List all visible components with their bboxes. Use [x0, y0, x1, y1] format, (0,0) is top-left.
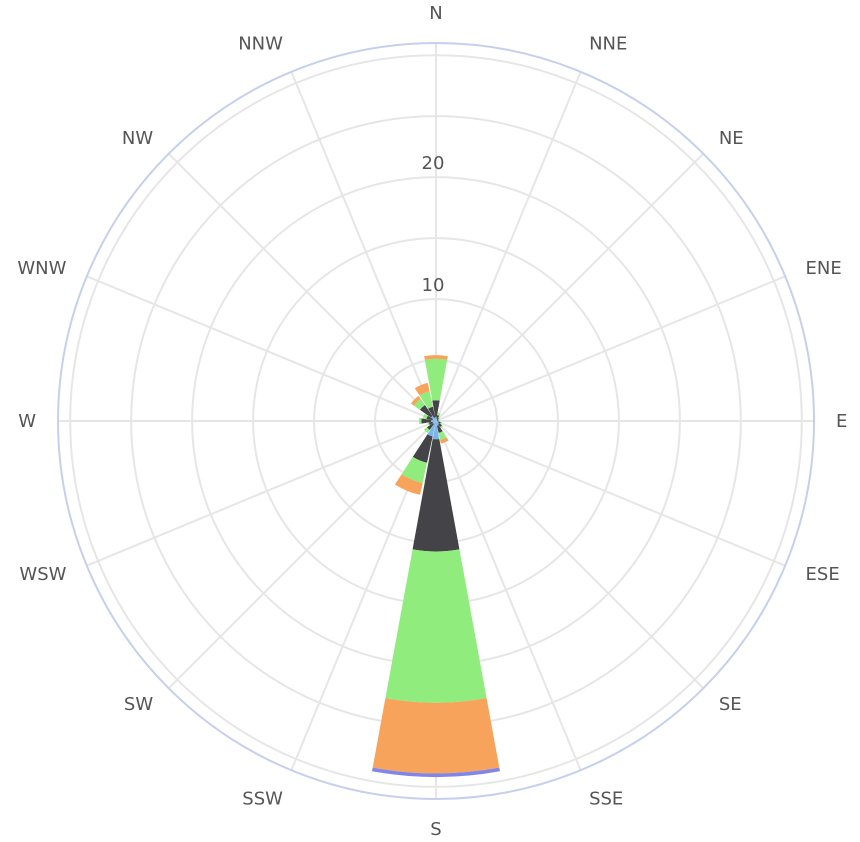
bar-segment-wnw-s1 — [432, 419, 436, 421]
bar-segment-nne-s2 — [436, 415, 440, 419]
bar-segment-w-s2 — [421, 418, 432, 424]
bar-segment-ene-s1 — [436, 420, 438, 421]
bar-segment-sw-s1 — [432, 421, 436, 425]
bar-segment-n-s4 — [424, 355, 448, 360]
direction-label-s: S — [430, 819, 441, 840]
bar-segment-w-s3 — [418, 417, 422, 425]
bar-segment-nnw-s3 — [419, 391, 433, 409]
bar-segment-nw-s4 — [410, 395, 421, 406]
bar-segment-wnw-s3 — [422, 413, 428, 419]
bar-segment-ese-s3 — [440, 422, 442, 425]
direction-label-ese: ESE — [806, 564, 840, 585]
bar-segment-wsw-s3 — [427, 422, 430, 426]
direction-label-nw: NW — [122, 128, 153, 149]
direction-label-nne: NNE — [589, 33, 627, 54]
bar-segment-ene-s3 — [438, 419, 440, 421]
radial-tick-labels: 10 20 — [422, 153, 445, 296]
direction-labels: N NNE NE ENE E ESE SE SSE S SSW SW WSW W WNW NW NNW — [17, 3, 847, 840]
grid-spoke — [435, 420, 704, 689]
grid-spoke — [290, 71, 437, 422]
bar-segment-wsw-s2 — [428, 421, 433, 425]
direction-label-sse: SSE — [589, 789, 623, 810]
bar-segment-e-s3 — [438, 420, 440, 422]
outer-ring — [57, 42, 815, 800]
grid-spoke — [168, 153, 437, 422]
bar-segment-nw-s1 — [430, 415, 436, 421]
grid-spoke — [435, 153, 704, 422]
direction-label-se: SE — [719, 694, 742, 715]
grid-spoke — [168, 420, 437, 689]
bar-segment-sse-s1 — [436, 421, 439, 426]
direction-label-w: W — [18, 411, 36, 432]
bar-segment-s-s1 — [432, 421, 440, 440]
bar-segment-ne-s1 — [436, 419, 438, 421]
bar-segment-wnw-s2 — [426, 415, 433, 421]
bar-segment-nne-s1 — [436, 418, 438, 421]
grid-spoke — [435, 71, 582, 422]
bar-segment-ese-s2 — [438, 421, 441, 424]
bar-segment-nnw-s1 — [434, 417, 436, 421]
bar-segment-ne-s3 — [438, 416, 441, 419]
bar-segment-ene-s2 — [437, 419, 439, 421]
direction-label-ene: ENE — [806, 258, 842, 279]
bar-segment-se-s1 — [436, 421, 440, 425]
bar-segment-n-s2 — [432, 400, 440, 418]
bar-segment-sw-s2 — [426, 423, 434, 431]
wind-bars — [372, 355, 500, 778]
bar-segment-s-s4 — [372, 698, 500, 774]
bar-segment-sse-s4 — [440, 437, 449, 444]
direction-label-wnw: WNW — [17, 258, 66, 279]
bar-segment-ese-s1 — [436, 421, 439, 423]
bar-segment-se-s2 — [438, 423, 443, 428]
bar-segment-ssw-s3 — [401, 456, 428, 483]
bar-segment-nw-s2 — [419, 404, 433, 418]
bar-segment-s-s2 — [412, 438, 460, 552]
grid-spoke — [435, 275, 786, 422]
grid-spoke — [435, 420, 582, 771]
bar-segment-n-s3 — [424, 358, 448, 401]
direction-label-ssw: SSW — [242, 789, 283, 810]
radial-tick-label: 20 — [422, 153, 445, 174]
bar-segment-ssw-s1 — [427, 421, 436, 437]
bar-segment-nne-s3 — [437, 412, 441, 416]
bar-segment-nw-s3 — [413, 398, 425, 410]
bar-segment-se-s3 — [440, 425, 444, 429]
bar-segment-sw-s3 — [423, 427, 430, 434]
bar-segment-s-s3 — [385, 549, 487, 703]
direction-label-wsw: WSW — [19, 564, 66, 585]
bar-segment-w-s1 — [431, 420, 436, 422]
direction-label-nnw: NNW — [238, 33, 283, 54]
direction-label-n: N — [429, 3, 442, 24]
direction-label-sw: SW — [124, 694, 153, 715]
bar-segment-ssw-s2 — [412, 434, 433, 463]
bar-segment-wsw-s1 — [432, 421, 436, 423]
direction-label-e: E — [836, 411, 847, 432]
radial-tick-label: 10 — [422, 275, 445, 296]
bar-segment-s-s5 — [372, 767, 500, 778]
direction-label-ne: NE — [719, 128, 744, 149]
bar-segment-sse-s3 — [438, 431, 447, 441]
bar-segment-sse-s2 — [437, 425, 443, 433]
bar-segment-nnw-s2 — [428, 406, 436, 418]
bar-segment-nnw-s4 — [414, 382, 430, 396]
bar-segment-ssw-s4 — [394, 474, 423, 495]
grid-spoke — [86, 420, 437, 567]
grid-spoke — [86, 275, 437, 422]
bar-segment-n-s1 — [435, 417, 437, 421]
grid-spoke — [435, 420, 786, 567]
bar-segment-ne-s2 — [436, 417, 440, 421]
bar-segment-e-s2 — [437, 420, 439, 422]
